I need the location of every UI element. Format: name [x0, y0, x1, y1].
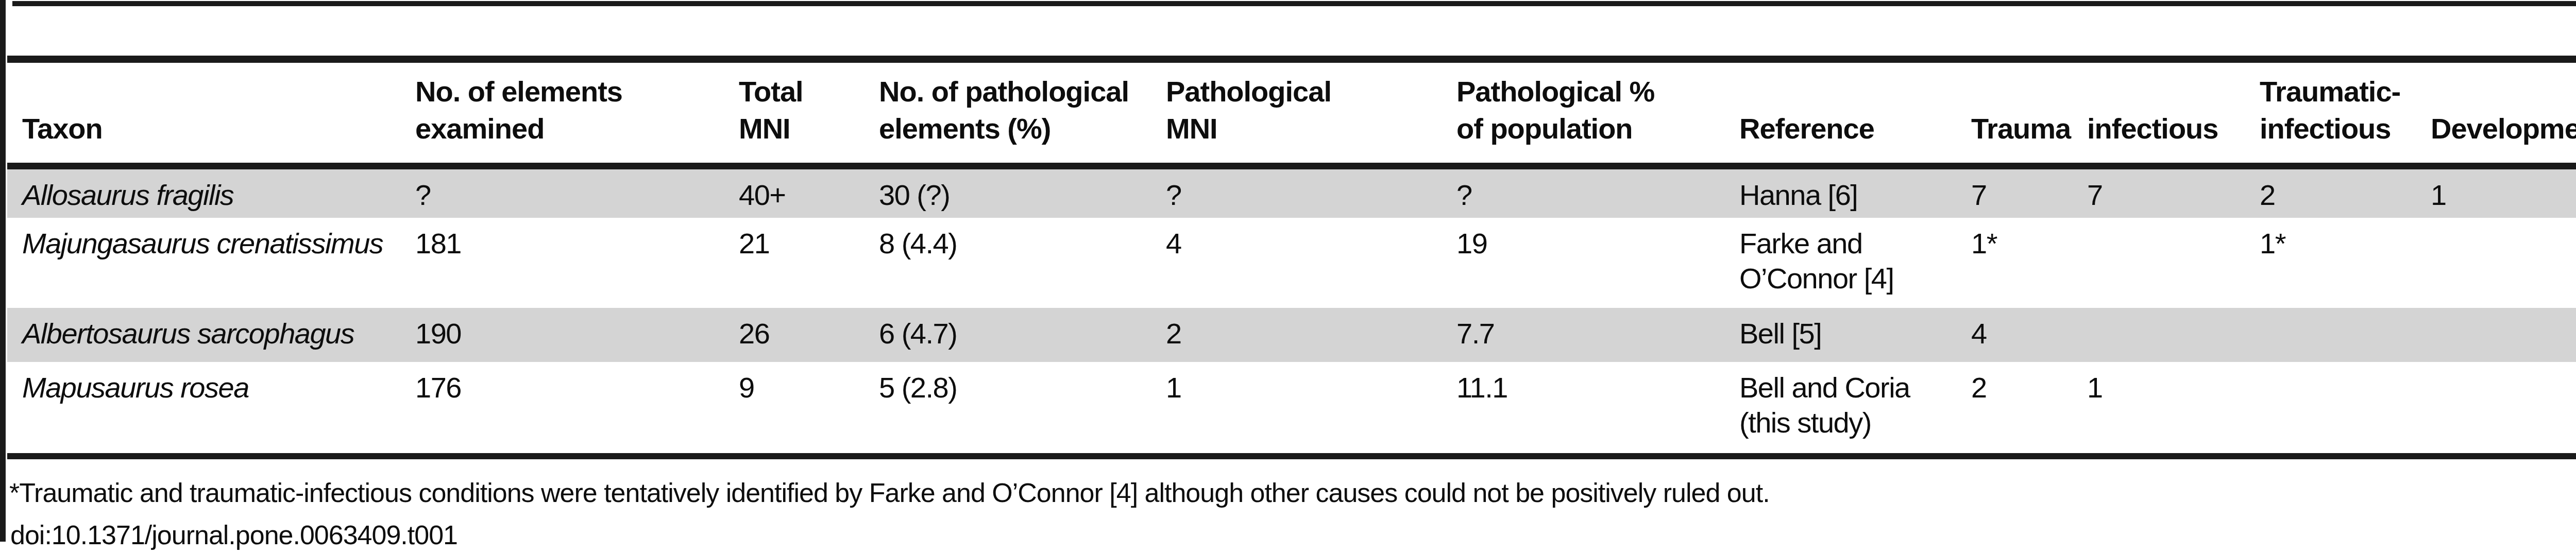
cell-traumatic-infectious: [2245, 308, 2416, 362]
cell-elements-examined: ?: [400, 166, 724, 218]
cell-pathological-mni: 1: [1151, 362, 1442, 456]
column-header-total-mni: Total MNI: [724, 59, 864, 166]
cell-pathological-pct: 11.1: [1442, 362, 1724, 456]
cell-developmental: [2416, 362, 2576, 456]
cell-infectious: 1: [2072, 362, 2245, 456]
pathology-table: Taxon No. of elements examined Total MNI…: [7, 56, 2576, 459]
cell-reference: Bell [5]: [1724, 308, 1956, 362]
column-header-elements-examined: No. of elements examined: [400, 59, 724, 166]
cell-taxon: Albertosaurus sarcophagus: [7, 308, 400, 362]
cell-pathological-mni: ?: [1151, 166, 1442, 218]
table-body: Allosaurus fragilis ? 40+ 30 (?) ? ? Han…: [7, 166, 2576, 457]
cell-taxon: Allosaurus fragilis: [7, 166, 400, 218]
table-row: Mapusaurus rosea 176 9 5 (2.8) 1 11.1 Be…: [7, 362, 2576, 456]
cell-trauma: 2: [1956, 362, 2072, 456]
cell-traumatic-infectious: 1*: [2245, 218, 2416, 308]
table-row: Allosaurus fragilis ? 40+ 30 (?) ? ? Han…: [7, 166, 2576, 218]
cell-traumatic-infectious: 2: [2245, 166, 2416, 218]
column-header-taxon: Taxon: [7, 59, 400, 166]
table-header: Taxon No. of elements examined Total MNI…: [7, 59, 2576, 166]
column-header-trauma: Trauma: [1956, 59, 2072, 166]
column-header-pathological-elements: No. of pathological elements (%): [864, 59, 1151, 166]
cell-total-mni: 40+: [724, 166, 864, 218]
cell-infectious: [2072, 218, 2245, 308]
cell-infectious: 7: [2072, 166, 2245, 218]
column-header-pathological-mni: Pathological MNI: [1151, 59, 1442, 166]
cell-developmental: [2416, 308, 2576, 362]
cell-elements-examined: 181: [400, 218, 724, 308]
cell-pathological-pct: 7.7: [1442, 308, 1724, 362]
left-edge-rule: [0, 0, 6, 542]
table-row: Albertosaurus sarcophagus 190 26 6 (4.7)…: [7, 308, 2576, 362]
cell-taxon: Mapusaurus rosea: [7, 362, 400, 456]
cell-pathological-mni: 4: [1151, 218, 1442, 308]
column-header-infectious: infectious: [2072, 59, 2245, 166]
cell-traumatic-infectious: [2245, 362, 2416, 456]
cell-reference: Farke and O’Connor [4]: [1724, 218, 1956, 308]
cell-total-mni: 21: [724, 218, 864, 308]
column-header-developmental: Developmental: [2416, 59, 2576, 166]
table-footnote: *Traumatic and traumatic-infectious cond…: [9, 477, 1770, 509]
cell-developmental: 1: [2416, 166, 2576, 218]
column-header-traumatic-infectious: Traumatic- infectious: [2245, 59, 2416, 166]
cell-total-mni: 26: [724, 308, 864, 362]
cell-pathological-pct: 19: [1442, 218, 1724, 308]
column-header-pathological-pct: Pathological % of population: [1442, 59, 1724, 166]
cell-trauma: 1*: [1956, 218, 2072, 308]
cell-pathological-elements: 30 (?): [864, 166, 1151, 218]
cell-pathological-elements: 8 (4.4): [864, 218, 1151, 308]
cell-trauma: 4: [1956, 308, 2072, 362]
doi-reference: doi:10.1371/journal.pone.0063409.t001: [10, 519, 457, 551]
cell-infectious: [2072, 308, 2245, 362]
cell-pathological-elements: 5 (2.8): [864, 362, 1151, 456]
data-table: Taxon No. of elements examined Total MNI…: [7, 56, 2576, 459]
cell-reference: Hanna [6]: [1724, 166, 1956, 218]
cell-reference: Bell and Coria (this study): [1724, 362, 1956, 456]
cell-pathological-mni: 2: [1151, 308, 1442, 362]
cell-developmental: [2416, 218, 2576, 308]
cell-elements-examined: 176: [400, 362, 724, 456]
paper-table-page: Taxon No. of elements examined Total MNI…: [0, 0, 2576, 554]
column-header-reference: Reference: [1724, 59, 1956, 166]
table-row: Majungasaurus crenatissimus 181 21 8 (4.…: [7, 218, 2576, 308]
cell-taxon: Majungasaurus crenatissimus: [7, 218, 400, 308]
cell-elements-examined: 190: [400, 308, 724, 362]
cell-total-mni: 9: [724, 362, 864, 456]
header-row: Taxon No. of elements examined Total MNI…: [7, 59, 2576, 166]
cell-pathological-elements: 6 (4.7): [864, 308, 1151, 362]
cell-pathological-pct: ?: [1442, 166, 1724, 218]
cell-trauma: 7: [1956, 166, 2072, 218]
top-rule: [12, 1, 2576, 6]
